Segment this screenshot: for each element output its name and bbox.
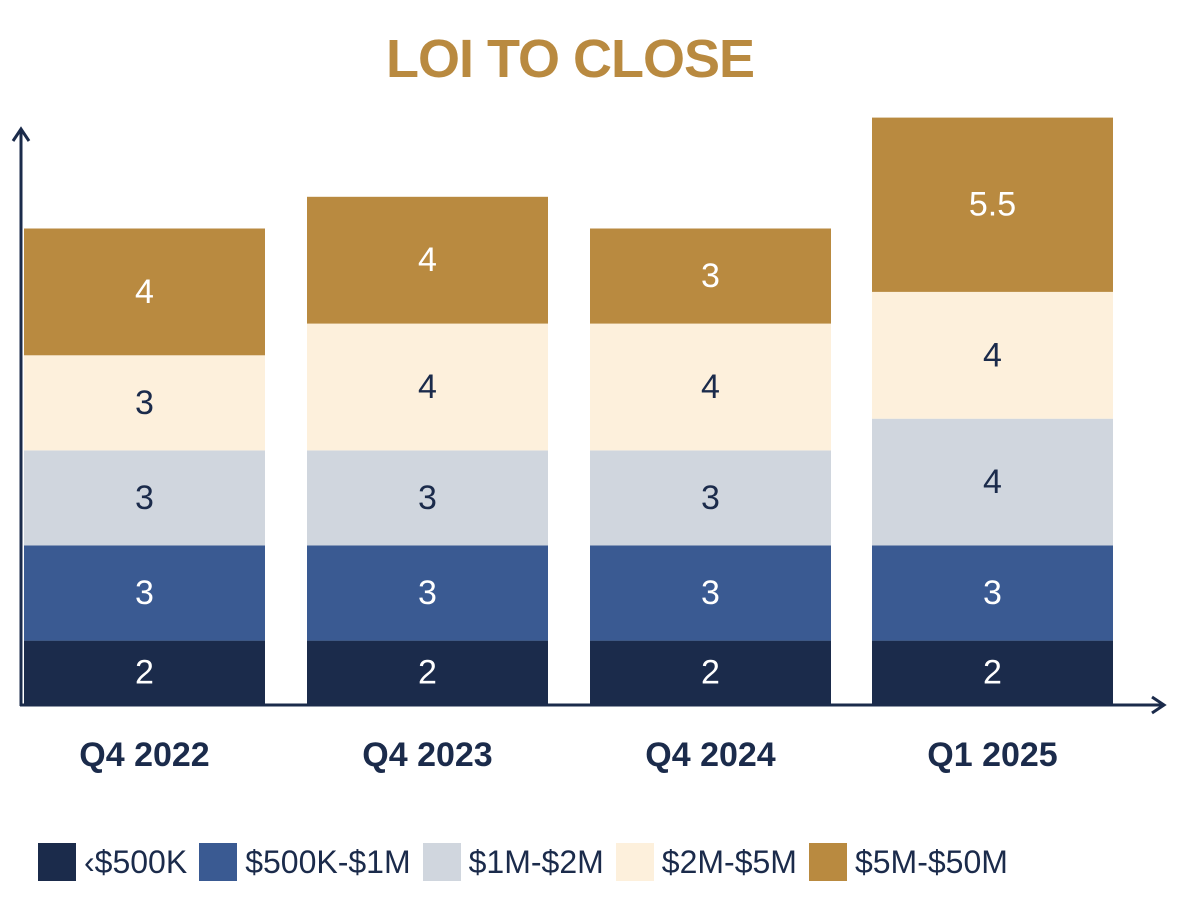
legend-label: $2M-$5M [661,843,797,880]
bar-segment [24,450,265,546]
legend-label: ‹$500K [84,843,188,880]
bar-value-label: 4 [983,336,1002,374]
bar-segment [872,545,1113,641]
legend-item: $1M-$2M [422,843,604,881]
bar-segment [590,640,831,704]
bar-value-label: 3 [701,574,720,612]
bar-segment [590,228,831,324]
bar-value-label: 4 [418,241,437,279]
bar-segment [307,640,548,704]
bars-group: 2 3 3 3 4 2 3 3 4 4 2 3 3 4 3 2 3 4 4 5.5 [24,117,1113,704]
bar-value-label: 4 [983,463,1002,501]
bar-value-label: 2 [983,653,1002,691]
bar-segment [872,640,1113,704]
legend-item: $500K-$1M [199,843,411,881]
bar-segment [307,196,548,324]
x-tick-labels: Q4 2022 Q4 2023 Q4 2024 Q1 2025 [79,736,1057,774]
chart-title: LOI TO CLOSE [385,29,755,89]
legend-item: $2M-$5M [615,843,797,881]
x-tick-label: Q4 2023 [362,736,492,774]
x-axis-arrow [1151,695,1167,715]
legend-swatch [422,843,461,881]
bar-segment [24,355,265,451]
x-tick-label: Q4 2022 [79,736,209,774]
legend-swatch [38,843,76,881]
bar-value-label: 3 [135,479,154,517]
bar-segment [590,450,831,546]
bar-segment [872,117,1113,292]
bar-segment [307,323,548,451]
bar-value-label: 2 [418,653,437,691]
legend: ‹$500K $500K-$1M $1M-$2M $2M-$5M $5M-$50M [38,838,1020,886]
legend-swatch [199,843,238,881]
bar-value-label: 3 [135,574,154,612]
bar-segment [24,640,265,704]
legend-swatch [615,843,654,881]
bar-segment [24,545,265,641]
bar-value-label: 3 [135,384,154,422]
legend-label: $500K-$1M [245,843,411,880]
legend-item: $5M-$50M [808,843,1008,881]
bar-segment [590,323,831,451]
bar-value-label: 4 [701,368,720,406]
bar-value-label: 2 [701,653,720,691]
bar-value-label: 3 [701,479,720,517]
bar-value-label: 3 [983,574,1002,612]
bar-value-label: 4 [135,273,154,311]
bar-value-label: 3 [418,574,437,612]
bar-segment [307,450,548,546]
bar-segment [872,418,1113,546]
bar-segment [307,545,548,641]
x-tick-label: Q4 2024 [645,736,776,774]
bar-value-label: 3 [418,479,437,517]
legend-swatch [808,843,847,881]
bar-segment [872,291,1113,419]
bar-value-label: 2 [135,653,154,691]
bar-value-label: 3 [701,257,720,295]
y-axis-arrow [11,126,31,142]
legend-item: ‹$500K [38,843,187,881]
legend-label: $5M-$50M [854,843,1008,880]
bar-value-label: 4 [418,368,437,406]
bar-value-label: 5.5 [969,186,1016,224]
bar-segment [24,228,265,356]
legend-label: $1M-$2M [468,843,604,880]
axes-group [11,126,1167,715]
bar-segment [590,545,831,641]
x-tick-label: Q1 2025 [927,736,1057,774]
